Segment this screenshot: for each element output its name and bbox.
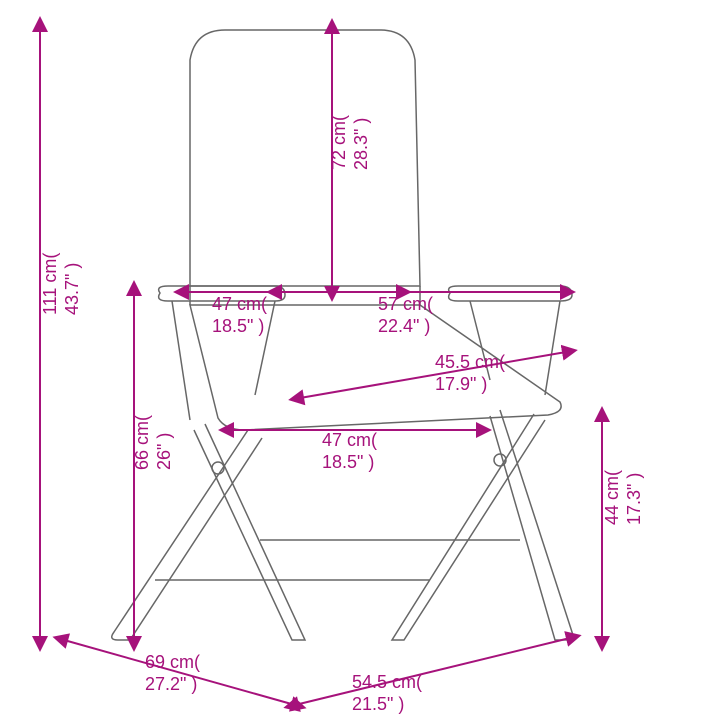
svg-text:26" ): 26" ) — [154, 433, 174, 470]
svg-text:21.5" ): 21.5" ) — [352, 694, 404, 714]
svg-text:54.5 cm(: 54.5 cm( — [352, 672, 422, 692]
svg-text:43.7" ): 43.7" ) — [62, 263, 82, 315]
svg-text:28.3" ): 28.3" ) — [351, 118, 371, 170]
svg-text:17.9" ): 17.9" ) — [435, 374, 487, 394]
dim-label-back_height: 72 cm(28.3" ) — [329, 115, 371, 170]
svg-text:111 cm(: 111 cm( — [40, 253, 60, 315]
dim-label-total_depth: 69 cm(27.2" ) — [145, 652, 200, 694]
dim-line-total_depth — [64, 640, 295, 705]
svg-text:44 cm(: 44 cm( — [602, 470, 622, 525]
dimension-lines — [40, 28, 602, 705]
svg-text:18.5" ): 18.5" ) — [322, 452, 374, 472]
dim-label-total_height: 111 cm(43.7" ) — [40, 253, 82, 315]
dim-label-seat_width: 47 cm(18.5" ) — [322, 430, 377, 472]
svg-text:72 cm(: 72 cm( — [329, 115, 349, 170]
dim-label-back_width: 47 cm(18.5" ) — [212, 294, 267, 336]
svg-text:17.3" ): 17.3" ) — [624, 473, 644, 525]
svg-text:45.5 cm(: 45.5 cm( — [435, 352, 505, 372]
svg-text:69 cm(: 69 cm( — [145, 652, 200, 672]
dim-label-arm_height: 66 cm(26" ) — [132, 415, 174, 470]
svg-text:47 cm(: 47 cm( — [322, 430, 377, 450]
svg-text:27.2" ): 27.2" ) — [145, 674, 197, 694]
dim-line-seat_depth — [300, 352, 566, 398]
svg-text:57 cm(: 57 cm( — [378, 294, 433, 314]
dimension-labels: 111 cm(43.7" ) 66 cm(26" ) 44 cm(17.3" ) 72… — [40, 115, 644, 714]
svg-text:22.4" ): 22.4" ) — [378, 316, 430, 336]
dim-label-seat_height: 44 cm(17.3" ) — [602, 470, 644, 525]
svg-text:66 cm(: 66 cm( — [132, 415, 152, 470]
dim-label-total_width: 54.5 cm(21.5" ) — [352, 672, 422, 714]
svg-text:18.5" ): 18.5" ) — [212, 316, 264, 336]
dim-line-total_width — [295, 638, 570, 705]
dim-label-arm_span: 57 cm(22.4" ) — [378, 294, 433, 336]
svg-text:47 cm(: 47 cm( — [212, 294, 267, 314]
